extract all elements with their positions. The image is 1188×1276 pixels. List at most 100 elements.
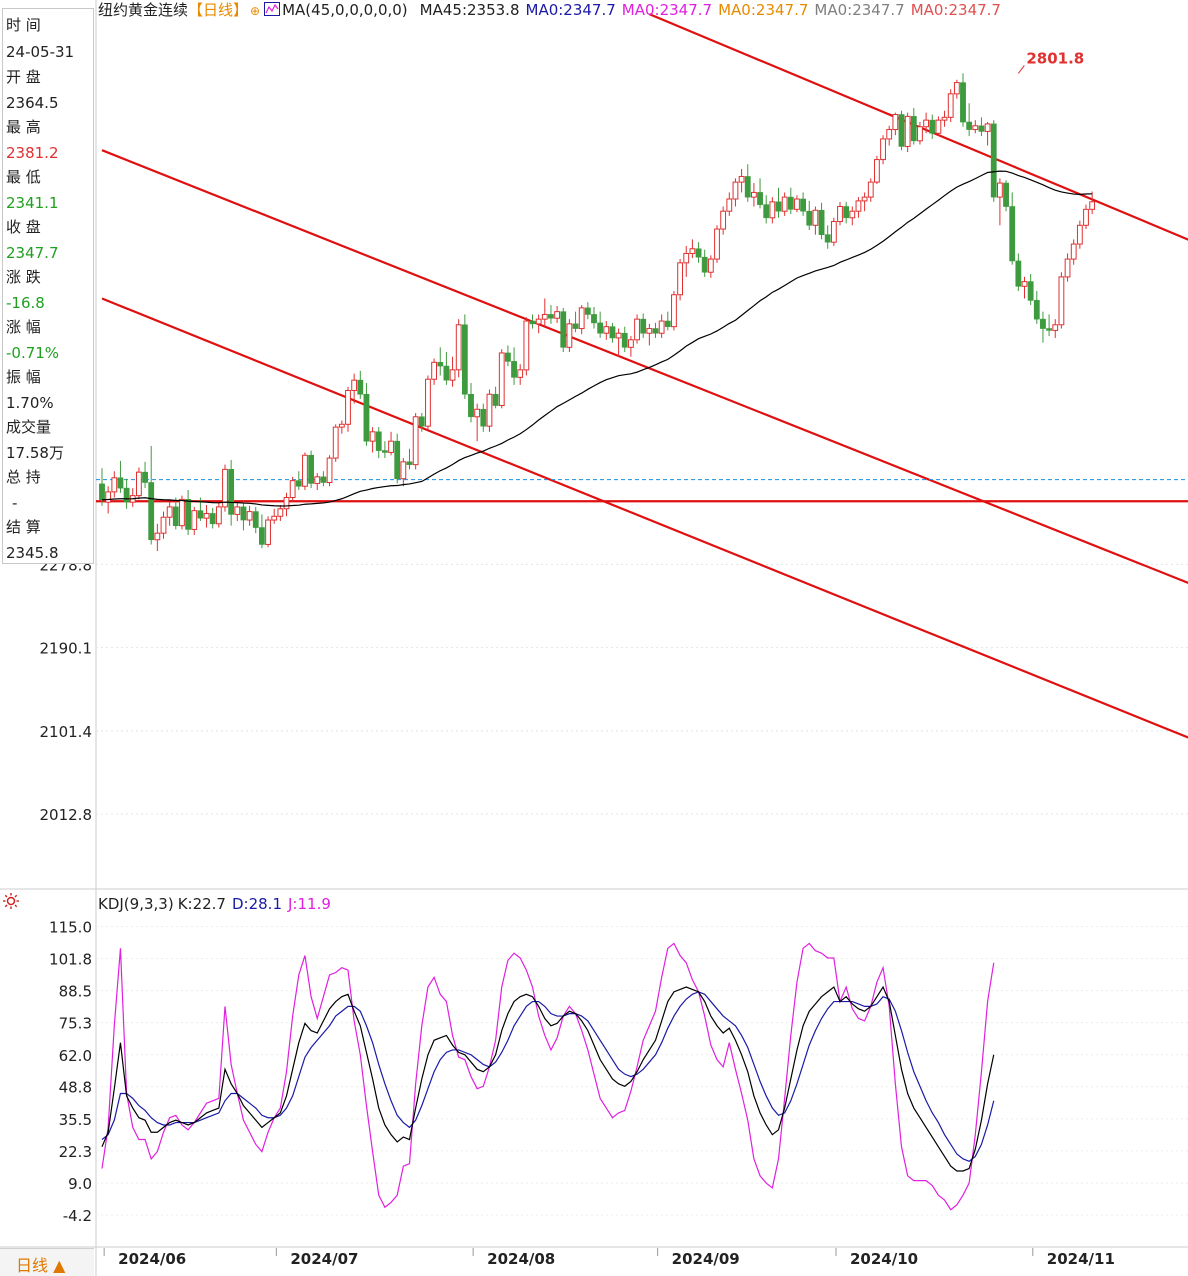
candle-body[interactable] bbox=[357, 379, 364, 395]
candle-body[interactable] bbox=[609, 326, 616, 339]
candle-body[interactable] bbox=[431, 361, 438, 380]
period-tab[interactable]: 日线 ▲ bbox=[0, 1248, 94, 1276]
candle-body[interactable] bbox=[105, 491, 112, 503]
candle-body[interactable] bbox=[720, 210, 727, 230]
chart-indicator-icon[interactable] bbox=[264, 2, 281, 16]
candle-body[interactable] bbox=[1089, 201, 1096, 210]
candle-body[interactable] bbox=[560, 311, 567, 348]
candle-body[interactable] bbox=[437, 362, 444, 367]
candle-body[interactable] bbox=[1021, 281, 1028, 287]
candle-body[interactable] bbox=[511, 361, 517, 378]
candle-body[interactable] bbox=[990, 123, 997, 198]
candle-body[interactable] bbox=[381, 450, 388, 453]
candle-body[interactable] bbox=[1033, 300, 1040, 320]
candle-body[interactable] bbox=[818, 209, 825, 235]
candle-body[interactable] bbox=[228, 469, 235, 515]
candle-body[interactable] bbox=[566, 323, 573, 348]
candle-body[interactable] bbox=[628, 339, 634, 348]
candle-body[interactable] bbox=[634, 318, 640, 341]
candle-body[interactable] bbox=[640, 318, 647, 334]
candle-body[interactable] bbox=[449, 369, 456, 381]
candle-body[interactable] bbox=[486, 393, 493, 427]
candle-body[interactable] bbox=[209, 513, 216, 525]
candle-body[interactable] bbox=[148, 482, 155, 541]
candle-body[interactable] bbox=[843, 206, 850, 219]
candle-body[interactable] bbox=[584, 307, 591, 315]
period-label[interactable]: 【日线】 bbox=[188, 1, 249, 19]
candle-body[interactable] bbox=[824, 234, 831, 243]
candle-body[interactable] bbox=[695, 248, 702, 258]
candle-body[interactable] bbox=[504, 352, 511, 362]
candle-body[interactable] bbox=[732, 181, 739, 200]
candle-body[interactable] bbox=[658, 320, 665, 334]
period-tab-label[interactable]: 日线 ▲ bbox=[16, 1256, 66, 1275]
candle-body[interactable] bbox=[578, 307, 585, 330]
candle-body[interactable] bbox=[572, 323, 579, 329]
candle-body[interactable] bbox=[775, 201, 782, 212]
candle-body[interactable] bbox=[689, 248, 696, 254]
candle-body[interactable] bbox=[800, 198, 806, 212]
candle-body[interactable] bbox=[1070, 243, 1077, 260]
candle-body[interactable] bbox=[160, 516, 167, 534]
candle-body[interactable] bbox=[874, 159, 880, 183]
candle-body[interactable] bbox=[1046, 328, 1052, 331]
candle-body[interactable] bbox=[136, 471, 142, 497]
candle-body[interactable] bbox=[707, 258, 714, 273]
candle-body[interactable] bbox=[154, 532, 161, 541]
candle-body[interactable] bbox=[123, 487, 130, 503]
candle-body[interactable] bbox=[498, 352, 505, 407]
candle-body[interactable] bbox=[1003, 182, 1009, 207]
circle-plus-icon[interactable]: ⊕ bbox=[250, 4, 261, 18]
candle-body[interactable] bbox=[744, 176, 751, 198]
candle-body[interactable] bbox=[769, 201, 776, 219]
trend-channel-line[interactable] bbox=[101, 149, 1188, 591]
candle-body[interactable] bbox=[929, 119, 936, 134]
candle-body[interactable] bbox=[1058, 276, 1065, 326]
candle-body[interactable] bbox=[886, 129, 893, 140]
candle-body[interactable] bbox=[111, 477, 118, 493]
candle-body[interactable] bbox=[234, 506, 241, 515]
candle-body[interactable] bbox=[265, 519, 271, 545]
candle-body[interactable] bbox=[966, 121, 973, 130]
candle-body[interactable] bbox=[529, 320, 536, 325]
candle-body[interactable] bbox=[375, 431, 382, 451]
candle-body[interactable] bbox=[535, 318, 542, 325]
candle-body[interactable] bbox=[794, 198, 800, 210]
candle-body[interactable] bbox=[99, 483, 105, 500]
candle-body[interactable] bbox=[197, 510, 204, 519]
candle-body[interactable] bbox=[947, 93, 954, 118]
candle-body[interactable] bbox=[910, 116, 917, 142]
candle-body[interactable] bbox=[830, 221, 837, 243]
candle-body[interactable] bbox=[492, 393, 499, 406]
candle-body[interactable] bbox=[474, 408, 481, 418]
candle-body[interactable] bbox=[837, 206, 843, 223]
candle-body[interactable] bbox=[972, 125, 979, 131]
candle-body[interactable] bbox=[898, 114, 905, 147]
candle-body[interactable] bbox=[271, 515, 278, 521]
candle-body[interactable] bbox=[917, 126, 923, 142]
candle-body[interactable] bbox=[1027, 281, 1034, 301]
candle-body[interactable] bbox=[541, 313, 548, 320]
candle-body[interactable] bbox=[738, 175, 745, 183]
candle-body[interactable] bbox=[978, 125, 985, 132]
candle-body[interactable] bbox=[683, 252, 690, 264]
candle-body[interactable] bbox=[812, 209, 819, 226]
sun-settings-icon[interactable] bbox=[2, 892, 20, 910]
candle-body[interactable] bbox=[326, 457, 333, 483]
candle-body[interactable] bbox=[289, 480, 296, 499]
candle-body[interactable] bbox=[308, 454, 314, 484]
candle-body[interactable] bbox=[1083, 208, 1089, 226]
candle-body[interactable] bbox=[1076, 224, 1083, 245]
candle-body[interactable] bbox=[179, 498, 185, 527]
candle-body[interactable] bbox=[726, 198, 733, 212]
candle-body[interactable] bbox=[1009, 206, 1016, 262]
candle-body[interactable] bbox=[953, 82, 960, 95]
candle-body[interactable] bbox=[664, 320, 671, 327]
candle-body[interactable] bbox=[548, 314, 554, 319]
candle-body[interactable] bbox=[185, 499, 191, 530]
candle-body[interactable] bbox=[191, 510, 198, 530]
candle-body[interactable] bbox=[806, 210, 813, 226]
candle-body[interactable] bbox=[923, 119, 930, 128]
candle-body[interactable] bbox=[517, 369, 524, 378]
